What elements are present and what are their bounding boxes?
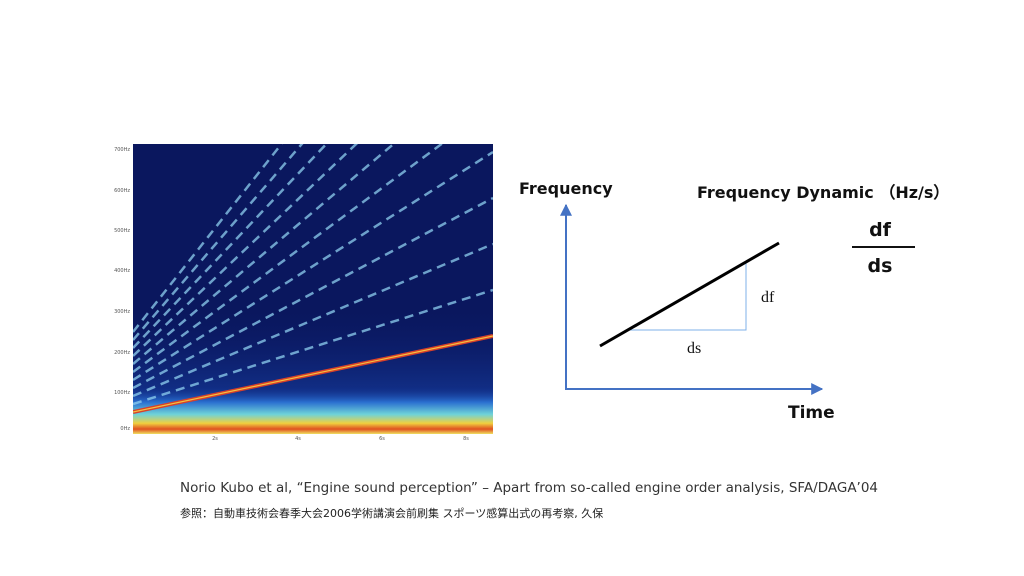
y-tick-label: 600Hz	[114, 188, 130, 194]
fundamental-core	[133, 335, 493, 413]
x-axis-label: Time	[788, 403, 835, 423]
frequency-line	[599, 241, 780, 348]
df-label: df	[761, 289, 775, 306]
y-tick-label: 100Hz	[114, 390, 130, 396]
ds-label: ds	[687, 340, 701, 357]
x-tick-label: 4s	[295, 436, 301, 442]
y-tick-label: 500Hz	[114, 228, 130, 234]
low-band	[133, 385, 493, 434]
slope-triangle	[628, 262, 747, 331]
fraction-denominator: ds	[868, 255, 893, 277]
y-tick-label: 300Hz	[114, 309, 130, 315]
diagram: Frequency Time Frequency Dynamic （Hz/s） …	[519, 179, 949, 423]
y-tick-label: 200Hz	[114, 350, 130, 356]
harmonics	[133, 144, 493, 406]
x-tick-label: 8s	[463, 436, 469, 442]
citation: Norio Kubo et al, “Engine sound percepti…	[180, 480, 878, 496]
y-tick-label: 400Hz	[114, 268, 130, 274]
x-tick-label: 2s	[212, 436, 218, 442]
fraction-numerator: df	[869, 219, 892, 241]
diagram-title: Frequency Dynamic （Hz/s）	[697, 183, 949, 202]
y-tick-label: 700Hz	[114, 147, 130, 153]
x-tick-label: 6s	[379, 436, 385, 442]
y-tick-label: 0Hz	[120, 426, 130, 432]
y-axis-label: Frequency	[519, 179, 613, 198]
spectrogram	[133, 144, 493, 434]
citation: 参照：自動車技術会春季大会2006学術講演会前刷集 スポーツ感算出式の再考察, …	[180, 506, 603, 520]
